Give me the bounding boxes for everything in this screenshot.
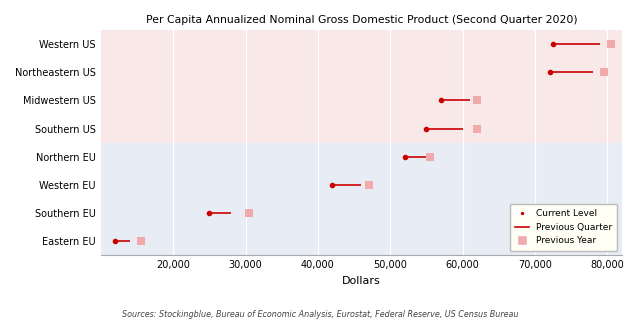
Bar — [100, 30, 622, 58]
Bar — [100, 143, 622, 171]
Bar — [100, 58, 622, 86]
Bar — [100, 199, 622, 227]
Title: Per Capita Annualized Nominal Gross Domestic Product (Second Quarter 2020): Per Capita Annualized Nominal Gross Dome… — [145, 15, 577, 25]
Bar — [100, 115, 622, 143]
Legend: Current Level, Previous Quarter, Previous Year: Current Level, Previous Quarter, Previou… — [509, 204, 618, 251]
Bar — [100, 171, 622, 199]
Bar — [100, 227, 622, 255]
X-axis label: Dollars: Dollars — [342, 276, 381, 286]
Text: Sources: Stockingblue, Bureau of Economic Analysis, Eurostat, Federal Reserve, U: Sources: Stockingblue, Bureau of Economi… — [122, 310, 518, 319]
Bar — [100, 86, 622, 115]
